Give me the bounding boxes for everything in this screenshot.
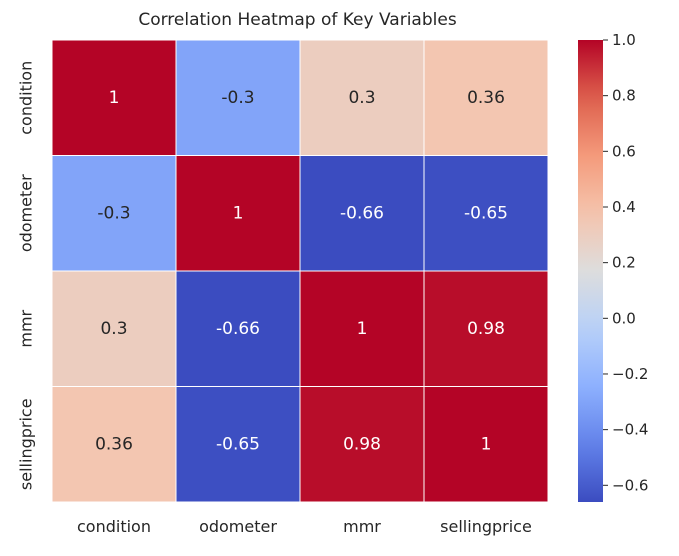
y-tick-label: odometer [17, 174, 36, 252]
cell-value-label: 1 [481, 434, 492, 454]
cell-value-label: -0.3 [97, 203, 130, 223]
cell-value-label: 0.3 [348, 88, 375, 108]
chart-title: Correlation Heatmap of Key Variables [138, 10, 457, 30]
x-tick-label: odometer [199, 517, 277, 536]
cell-value-label: 0.36 [467, 88, 505, 108]
cell-value-label: 1 [233, 203, 244, 223]
cell-value-label: 0.98 [343, 434, 381, 454]
y-tick-label: sellingprice [17, 398, 36, 490]
colorbar-tick-label: −0.2 [612, 365, 648, 383]
colorbar-tick-label: −0.6 [612, 476, 648, 494]
heatmap-cell [299, 386, 425, 503]
heatmap-cell [175, 155, 301, 272]
heatmap-cell [423, 155, 549, 272]
colorbar-tick-label: 0.8 [612, 87, 636, 105]
cell-value-label: 0.98 [467, 319, 505, 339]
cell-value-label: -0.66 [216, 319, 260, 339]
cell-value-label: -0.66 [340, 203, 384, 223]
cell-value-label: -0.65 [464, 203, 508, 223]
colorbar [578, 40, 603, 502]
heatmap-cell [423, 386, 549, 503]
cell-value-label: 0.3 [100, 319, 127, 339]
heatmap-cell [423, 270, 549, 387]
heatmap-cell [299, 155, 425, 272]
cell-value-label: 1 [357, 319, 368, 339]
heatmap-cell [423, 39, 549, 156]
y-tick-label: mmr [17, 309, 36, 347]
cell-value-label: 1 [109, 88, 120, 108]
heatmap-cell [175, 386, 301, 503]
heatmap-cell [51, 270, 177, 387]
colorbar-tick-label: 0.4 [612, 198, 636, 216]
x-tick-label: sellingprice [440, 517, 532, 536]
heatmap-cell [51, 386, 177, 503]
heatmap-cell [51, 155, 177, 272]
colorbar-tick-label: 1.0 [612, 31, 636, 49]
colorbar-tick-label: −0.4 [612, 421, 648, 439]
x-tick-label: condition [77, 517, 151, 536]
heatmap-cell [299, 270, 425, 387]
colorbar-tick-label: 0.2 [612, 254, 636, 272]
cell-value-label: 0.36 [95, 434, 133, 454]
colorbar-tick-label: 0.6 [612, 142, 636, 160]
cell-value-label: -0.65 [216, 434, 260, 454]
x-tick-label: mmr [343, 517, 381, 536]
cell-value-label: -0.3 [221, 88, 254, 108]
colorbar-tick-label: 0.0 [612, 309, 636, 327]
y-tick-label: condition [17, 61, 36, 135]
